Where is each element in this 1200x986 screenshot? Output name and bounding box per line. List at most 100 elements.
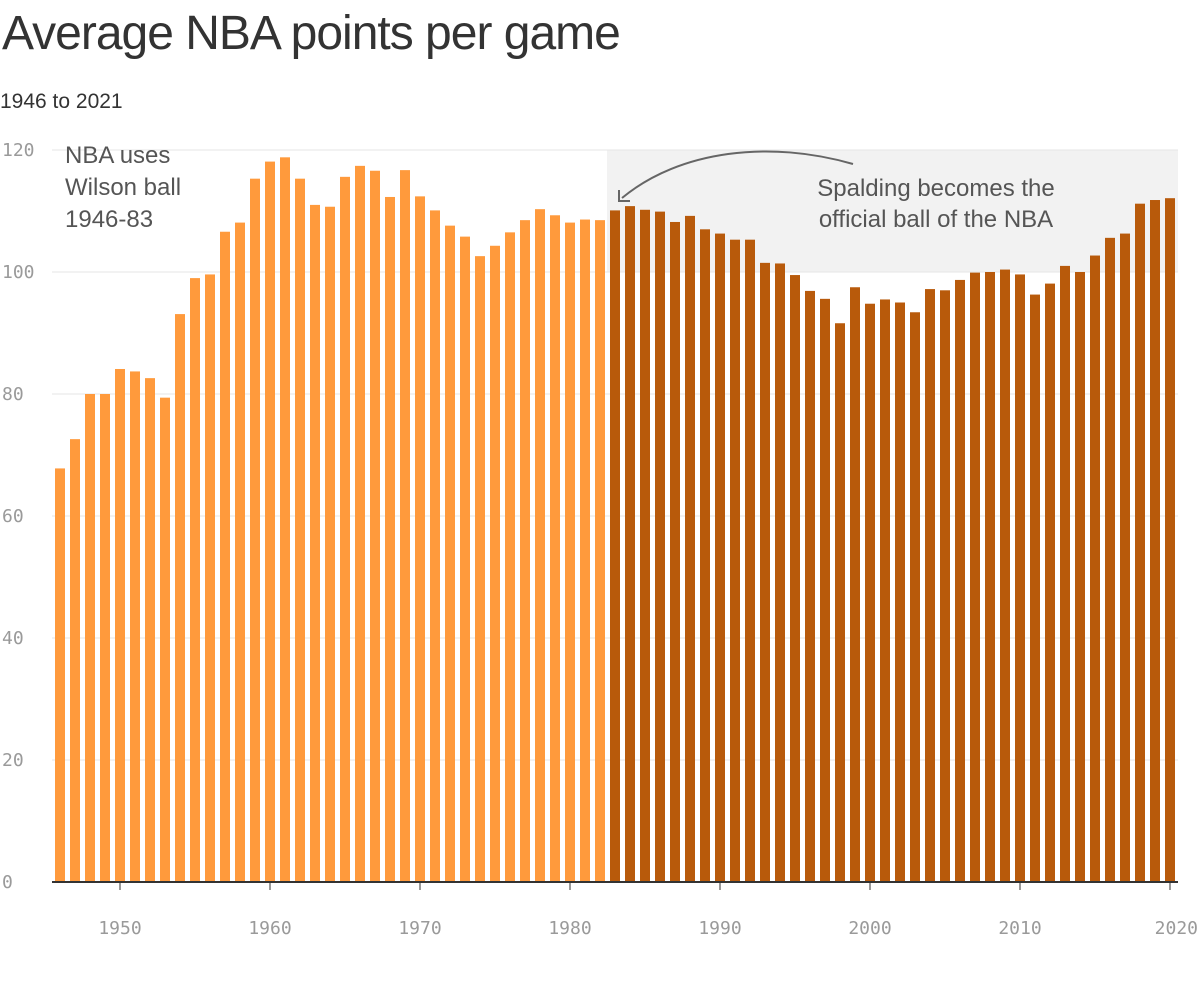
bar-1952 (145, 378, 155, 882)
bar-1951 (130, 371, 140, 882)
bar-1954 (175, 314, 185, 883)
bar-1955 (190, 278, 200, 883)
bar-1990 (715, 233, 725, 882)
x-tick-label: 2000 (848, 918, 891, 939)
bar-2017 (1120, 233, 1130, 882)
bar-1978 (535, 209, 545, 883)
bar-1953 (160, 397, 170, 882)
bar-1985 (640, 209, 650, 882)
bar-1968 (385, 196, 395, 883)
bar-2009 (1000, 269, 1010, 882)
bar-1998 (835, 323, 845, 882)
wilson-annotation-line: Wilson ball (65, 174, 181, 201)
bar-2010 (1015, 274, 1025, 882)
bar-1971 (430, 210, 440, 882)
bar-1977 (520, 220, 530, 882)
bar-1980 (565, 222, 575, 883)
bar-1972 (445, 225, 455, 882)
bar-2007 (970, 272, 980, 882)
bar-2003 (910, 312, 920, 882)
bar-1987 (670, 221, 680, 883)
bar-1966 (355, 165, 365, 883)
chart-subtitle: 1946 to 2021 (0, 90, 123, 113)
bar-1994 (775, 263, 785, 883)
bar-1959 (250, 178, 260, 883)
spalding-annotation-line: official ball of the NBA (819, 206, 1053, 233)
annotation-arrow (621, 150, 854, 199)
bar-1956 (205, 274, 215, 882)
y-tick-label: 80 (2, 384, 24, 405)
bar-1949 (100, 394, 110, 882)
bar-1993 (760, 262, 770, 883)
bar-2016 (1105, 237, 1115, 883)
bar-1973 (460, 236, 470, 882)
bar-2001 (880, 299, 890, 882)
y-tick-label: 60 (2, 506, 24, 527)
bar-1969 (400, 170, 410, 882)
bar-1988 (685, 215, 695, 882)
bar-2020 (1165, 198, 1175, 882)
bar-2006 (955, 279, 965, 882)
bar-2000 (865, 303, 875, 883)
bar-1962 (295, 178, 305, 883)
bar-2014 (1075, 272, 1085, 882)
spalding-annotation-line: Spalding becomes the (817, 175, 1055, 202)
bar-2002 (895, 302, 905, 882)
bar-1991 (730, 239, 740, 883)
wilson-annotation-line: 1946-83 (65, 206, 153, 233)
bar-2019 (1150, 200, 1160, 882)
bar-1947 (70, 439, 80, 882)
bar-1982 (595, 220, 605, 882)
bar-2015 (1090, 255, 1100, 882)
x-tick-label: 1950 (98, 918, 141, 939)
bar-1946 (55, 468, 65, 882)
x-tick-label: 2010 (998, 918, 1041, 939)
bar-1963 (310, 204, 320, 882)
chart-title: Average NBA points per game (2, 7, 621, 60)
bar-1992 (745, 239, 755, 883)
bar-1970 (415, 196, 425, 883)
bar-2004 (925, 289, 935, 883)
bar-2011 (1030, 294, 1040, 882)
bar-1957 (220, 231, 230, 883)
x-tick-label: 1980 (548, 918, 591, 939)
bar-1948 (85, 394, 95, 882)
bar-1961 (280, 157, 290, 882)
x-tick-label: 1990 (698, 918, 741, 939)
bar-2013 (1060, 265, 1070, 882)
bar-1967 (370, 170, 380, 883)
bar-1965 (340, 176, 350, 883)
bar-1958 (235, 222, 245, 883)
bar-1950 (115, 368, 125, 882)
annotation-arrowhead (618, 190, 630, 202)
bar-2005 (940, 290, 950, 882)
bar-1999 (850, 287, 860, 882)
bar-2012 (1045, 283, 1055, 883)
bar-1960 (265, 161, 275, 883)
bar-1986 (655, 211, 665, 883)
y-tick-label: 20 (2, 750, 24, 771)
bar-1974 (475, 256, 485, 882)
bar-1996 (805, 290, 815, 882)
bar-1964 (325, 206, 335, 883)
bar-1981 (580, 219, 590, 883)
bar-1984 (625, 206, 635, 882)
y-tick-label: 120 (2, 140, 35, 161)
bar-1975 (490, 245, 500, 882)
bar-1983 (610, 210, 620, 882)
x-tick-label: 1960 (248, 918, 291, 939)
bar-2018 (1135, 203, 1145, 882)
bar-1979 (550, 215, 560, 882)
bar-1976 (505, 232, 515, 883)
bar-2008 (985, 272, 995, 882)
bar-1997 (820, 298, 830, 883)
bar-1995 (790, 275, 800, 882)
bar-1989 (700, 229, 710, 883)
y-tick-label: 0 (2, 872, 13, 893)
x-tick-label: 1970 (398, 918, 441, 939)
y-tick-label: 40 (2, 628, 24, 649)
x-tick-label: 2020 (1155, 918, 1198, 939)
y-tick-label: 100 (2, 262, 35, 283)
wilson-annotation-line: NBA uses (65, 142, 170, 169)
